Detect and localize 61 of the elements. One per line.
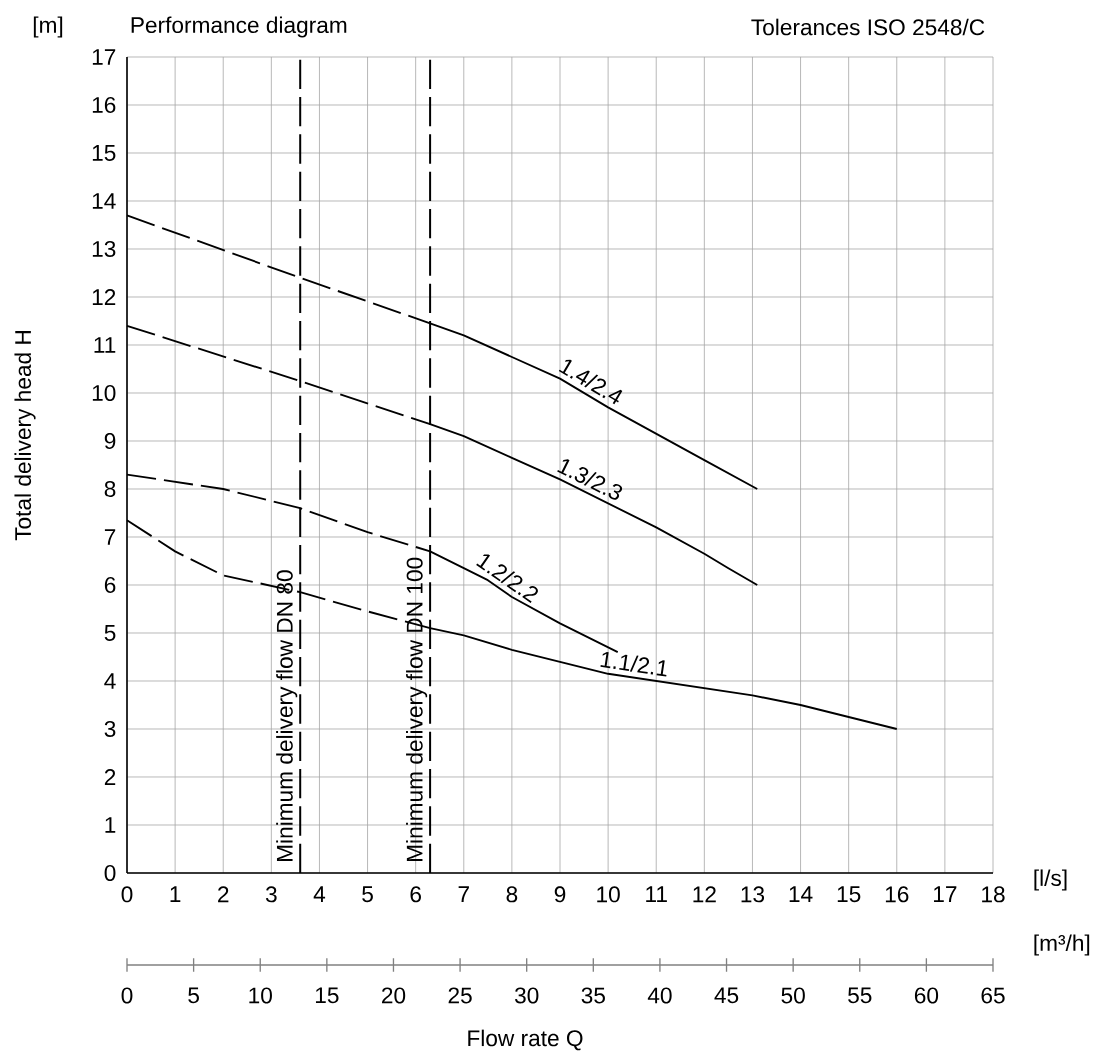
x2-tick-label: 55: [848, 987, 872, 1004]
x2-tick-label: 30: [514, 987, 539, 1004]
y-tick-label: 16: [92, 96, 116, 114]
x2-tick-label: 5: [188, 987, 199, 1004]
y-tick-label: 8: [104, 480, 116, 498]
x-tick-label: 15: [837, 886, 861, 903]
x-tick-label: 1: [170, 886, 181, 902]
y-tick-label: 4: [104, 673, 116, 689]
x2-tick-label: 65: [981, 987, 1005, 1004]
y-tick-label: 10: [92, 384, 116, 402]
x-tick-label: 4: [313, 886, 326, 902]
x2-tick-label: 0: [121, 987, 133, 1004]
x-tick-label: 0: [121, 886, 133, 903]
x-tick-label: 7: [458, 886, 469, 902]
x2-tick-label: 45: [714, 987, 739, 1004]
x-tick-label: 2: [218, 886, 229, 903]
y-tick-label: 6: [104, 576, 116, 594]
y-tick-label: 11: [94, 337, 116, 353]
y-tick-label: 0: [104, 864, 116, 882]
x2-tick-label: 50: [781, 987, 805, 1004]
x-tick-label: 6: [410, 886, 421, 903]
y-tick-label: 7: [104, 529, 116, 545]
x2-tick-label: 10: [249, 987, 272, 1004]
text: 1.1/2.1: [600, 651, 667, 677]
x-tick-label: 5: [362, 886, 373, 903]
y-tick-label: 5: [104, 625, 116, 641]
ref-line-label: Minimum delivery flow DN 80: [276, 570, 298, 861]
chart-subtitle: Tolerances ISO 2548/C: [751, 18, 985, 36]
x-tick-label: 12: [693, 886, 716, 903]
x-tick-label: 9: [554, 886, 566, 903]
y-tick-label: 9: [104, 432, 116, 450]
y-axis-title: Total delivery head H: [14, 331, 36, 541]
x-tick-label: 8: [506, 886, 518, 903]
text: Flow rate Q: [468, 1029, 583, 1051]
y-tick-label: 1: [105, 817, 116, 833]
y-tick-label: 14: [92, 193, 116, 209]
y-tick-label: 2: [104, 769, 116, 785]
x2-tick-label: 60: [914, 987, 939, 1004]
y-tick-label: 12: [92, 289, 116, 305]
ref-line-label: Minimum delivery flow DN 100: [406, 557, 428, 861]
y-tick-label: 3: [104, 720, 116, 738]
chart-title: Performance diagram: [131, 16, 347, 38]
x2-tick-label: 15: [315, 987, 339, 1004]
x-tick-label: 14: [789, 886, 813, 902]
x2-tick-label: 40: [647, 987, 672, 1004]
x2-tick-label: 35: [581, 987, 605, 1004]
x2-tick-label: 25: [448, 987, 472, 1004]
y-tick-label: 13: [92, 240, 116, 258]
x2-tick-label: 20: [382, 987, 406, 1004]
x-axis-title: [l/s]: [1034, 869, 1067, 891]
y-tick-label: 15: [92, 145, 116, 161]
x-tick-label: 10: [597, 886, 620, 903]
x-tick-label: 17: [934, 886, 957, 902]
x-tick-label: 3: [265, 886, 277, 903]
x-tick-label: 18: [982, 886, 1005, 903]
text: [m]: [33, 16, 63, 38]
x-tick-label: 13: [741, 886, 765, 903]
y-tick-label: 17: [92, 49, 116, 65]
x-tick-label: 16: [885, 886, 909, 903]
x-tick-label: 11: [646, 886, 667, 902]
x2-axis-title: [m³/h]: [1034, 934, 1090, 956]
